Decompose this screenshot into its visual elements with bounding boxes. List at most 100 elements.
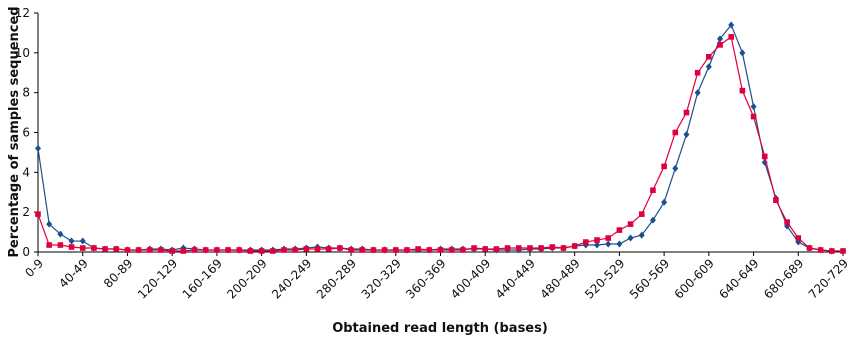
marker bbox=[180, 248, 187, 254]
x-tick-label: 600-609 bbox=[672, 256, 717, 301]
marker bbox=[236, 247, 243, 253]
marker bbox=[303, 246, 310, 252]
y-tick-label: 6 bbox=[22, 126, 30, 140]
marker bbox=[225, 247, 231, 253]
x-tick-label: 200-209 bbox=[224, 256, 269, 301]
x-tick-label: 120-129 bbox=[135, 256, 180, 301]
marker bbox=[471, 245, 477, 251]
marker bbox=[68, 244, 75, 250]
marker bbox=[515, 245, 522, 251]
marker bbox=[627, 234, 634, 242]
marker bbox=[705, 63, 712, 71]
marker bbox=[840, 248, 846, 254]
x-tick-label: 680-689 bbox=[761, 256, 806, 301]
marker bbox=[169, 248, 175, 254]
y-tick-label: 10 bbox=[15, 46, 30, 60]
marker bbox=[392, 247, 399, 253]
marker bbox=[627, 221, 634, 227]
marker bbox=[750, 103, 757, 111]
marker bbox=[650, 187, 656, 194]
x-tick-label: 440-449 bbox=[493, 256, 538, 301]
x-axis-title: Obtained read length (bases) bbox=[332, 321, 548, 336]
marker bbox=[717, 35, 724, 43]
marker bbox=[314, 246, 321, 252]
marker bbox=[404, 247, 410, 253]
marker bbox=[616, 240, 623, 248]
marker bbox=[694, 69, 701, 76]
marker bbox=[538, 245, 544, 251]
marker bbox=[728, 21, 735, 29]
marker bbox=[460, 247, 466, 253]
marker bbox=[281, 247, 287, 253]
marker bbox=[661, 198, 668, 206]
marker bbox=[426, 247, 433, 253]
x-tick-label: 0-9 bbox=[22, 256, 46, 280]
marker bbox=[57, 242, 64, 248]
marker bbox=[683, 130, 690, 138]
marker bbox=[448, 247, 455, 253]
marker bbox=[79, 237, 86, 245]
marker bbox=[504, 245, 511, 251]
x-tick-label: 80-89 bbox=[101, 256, 136, 291]
marker bbox=[638, 231, 645, 239]
marker bbox=[750, 113, 757, 120]
x-tick-label: 360-369 bbox=[403, 256, 448, 301]
line bbox=[37, 35, 843, 252]
marker bbox=[68, 237, 75, 245]
x-tick-label: 560-569 bbox=[627, 256, 672, 301]
marker bbox=[649, 216, 656, 224]
marker bbox=[91, 245, 97, 251]
y-tick-label: 2 bbox=[22, 205, 30, 219]
x-tick-label: 480-489 bbox=[537, 256, 582, 301]
marker bbox=[359, 247, 366, 253]
marker bbox=[348, 247, 354, 253]
marker bbox=[571, 243, 578, 249]
marker bbox=[381, 247, 388, 253]
marker bbox=[102, 246, 108, 252]
marker bbox=[795, 235, 802, 241]
marker bbox=[370, 247, 377, 253]
marker bbox=[672, 129, 679, 136]
marker bbox=[784, 219, 790, 225]
marker bbox=[549, 244, 556, 250]
marker bbox=[35, 144, 41, 152]
marker bbox=[594, 237, 600, 243]
x-tick-label: 720-729 bbox=[806, 256, 851, 301]
marker bbox=[437, 247, 444, 253]
marker bbox=[325, 246, 332, 252]
marker bbox=[605, 240, 612, 248]
marker bbox=[605, 235, 612, 241]
marker bbox=[661, 163, 667, 170]
marker bbox=[482, 246, 489, 252]
x-tick-label: 280-289 bbox=[314, 256, 359, 301]
x-tick-label: 240-249 bbox=[269, 256, 314, 301]
marker bbox=[706, 54, 712, 60]
marker bbox=[46, 242, 52, 248]
marker bbox=[728, 34, 734, 40]
x-tick-label: 320-329 bbox=[359, 256, 404, 301]
marker bbox=[79, 245, 86, 251]
marker bbox=[57, 230, 64, 238]
marker bbox=[672, 164, 679, 172]
marker bbox=[247, 248, 254, 254]
marker bbox=[527, 245, 533, 251]
marker bbox=[158, 247, 164, 253]
x-tick-label: 40-49 bbox=[56, 256, 91, 291]
marker bbox=[202, 247, 209, 253]
marker bbox=[46, 220, 53, 228]
marker bbox=[269, 248, 276, 254]
marker bbox=[616, 227, 623, 233]
marker bbox=[258, 248, 265, 254]
x-tick-label: 160-169 bbox=[180, 256, 225, 301]
marker bbox=[191, 247, 198, 253]
marker bbox=[560, 245, 567, 251]
x-tick-label: 520-529 bbox=[582, 256, 627, 301]
y-tick-label: 0 bbox=[22, 245, 30, 259]
marker bbox=[113, 246, 120, 252]
marker bbox=[739, 49, 746, 57]
marker bbox=[594, 241, 601, 249]
marker bbox=[135, 247, 142, 253]
marker bbox=[717, 42, 723, 48]
marker bbox=[124, 247, 131, 253]
